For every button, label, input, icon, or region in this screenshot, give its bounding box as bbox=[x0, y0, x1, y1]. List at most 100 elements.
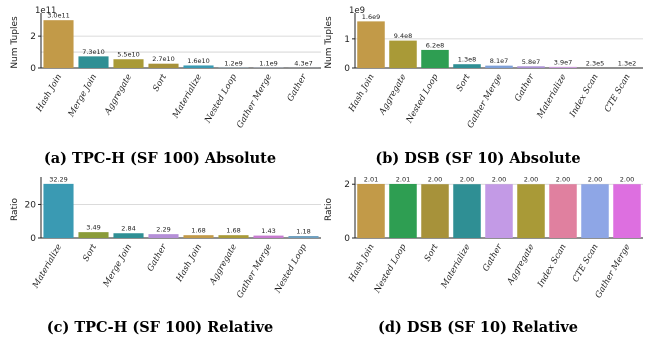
bar bbox=[549, 184, 577, 238]
category-label: Materialize bbox=[170, 73, 204, 121]
category-label: Gather Merge bbox=[235, 73, 274, 131]
data-label: 5.5e10 bbox=[117, 51, 140, 59]
y-axis-label: Ratio bbox=[324, 197, 334, 221]
y-tick-label: 0 bbox=[344, 234, 350, 244]
bar bbox=[183, 65, 214, 68]
panel-b: 0 1 1e9 Num Tuples 1.6e9 Hash Join 9.4e8 Aggreg… bbox=[324, 6, 643, 167]
panel-caption: (d) DSB (SF 10) Relative bbox=[378, 319, 578, 336]
y-tick-label: 1 bbox=[344, 35, 350, 45]
bar bbox=[357, 183, 385, 238]
data-label: 1.68 bbox=[226, 227, 240, 235]
category-label: Nested Loop bbox=[404, 72, 441, 126]
data-label: 2.29 bbox=[156, 226, 170, 234]
category-label: Aggregate bbox=[207, 243, 239, 288]
bar bbox=[148, 234, 179, 238]
category-label: Aggregate bbox=[505, 243, 537, 288]
data-label: 5.8e7 bbox=[522, 58, 540, 66]
category-label: Nested Loop bbox=[372, 242, 409, 296]
data-label: 1.6e10 bbox=[187, 57, 210, 65]
bar bbox=[389, 183, 417, 238]
category-label: Aggregate bbox=[102, 73, 134, 118]
category-label: Gather bbox=[481, 242, 505, 274]
bar bbox=[517, 66, 545, 68]
category-label: Hash Join bbox=[34, 73, 64, 115]
data-label: 1.3e2 bbox=[618, 59, 636, 67]
axis-multiplier: 1e9 bbox=[349, 6, 365, 16]
bar bbox=[148, 63, 179, 68]
y-axis-label: Num Tuples bbox=[10, 16, 20, 69]
bar bbox=[288, 236, 319, 238]
category-label: Hash Join bbox=[347, 243, 377, 285]
bar bbox=[218, 235, 249, 238]
category-label: Index Scan bbox=[567, 73, 600, 120]
bar bbox=[113, 59, 144, 68]
data-label: 1.1e9 bbox=[259, 59, 277, 67]
data-label: 7.3e10 bbox=[82, 48, 105, 56]
category-label: Gather bbox=[513, 72, 537, 104]
y-tick-label: 2 bbox=[344, 180, 350, 190]
bar bbox=[389, 40, 417, 68]
panel-a: 0 2 1e11 Num Tuples 3.0e11 Hash Join 7.3e10 Mer… bbox=[10, 6, 321, 167]
y-tick-label: 0 bbox=[344, 64, 350, 74]
bar bbox=[43, 183, 74, 238]
category-label: Nested Loop bbox=[273, 242, 310, 296]
y-axis-label: Ratio bbox=[10, 197, 20, 221]
y-tick-label: 0 bbox=[30, 234, 36, 244]
category-label: Gather bbox=[146, 242, 170, 274]
category-label: Gather Merge bbox=[594, 243, 633, 301]
bar bbox=[421, 49, 449, 68]
category-label: Aggregate bbox=[377, 73, 409, 118]
y-tick-label: 20 bbox=[25, 200, 37, 210]
category-label: Hash Join bbox=[174, 243, 204, 285]
data-label: 6.2e8 bbox=[426, 41, 444, 49]
bar bbox=[453, 184, 481, 238]
panel-c: 0 20 Ratio 32.29 Materialize 3.49 Sort 2.84 Merg… bbox=[10, 175, 321, 336]
category-label: Hash Join bbox=[347, 73, 377, 115]
data-label: 2.3e5 bbox=[586, 59, 604, 67]
bar bbox=[453, 64, 481, 68]
category-label: Index Scan bbox=[535, 243, 568, 290]
data-label: 2.00 bbox=[492, 176, 506, 184]
data-label: 8.1e7 bbox=[490, 57, 508, 65]
category-label: Sort bbox=[151, 72, 169, 93]
data-label: 2.00 bbox=[588, 176, 602, 184]
category-label: Nested Loop bbox=[203, 72, 240, 126]
y-tick-label: 0 bbox=[30, 64, 36, 74]
data-label: 3.0e11 bbox=[47, 12, 70, 20]
category-label: Gather Merge bbox=[466, 73, 505, 131]
data-label: 32.29 bbox=[49, 175, 68, 183]
bar bbox=[43, 20, 74, 68]
data-label: 2.84 bbox=[121, 225, 135, 233]
category-label: Materialize bbox=[30, 243, 64, 291]
data-label: 4.3e7 bbox=[294, 59, 312, 67]
bar bbox=[113, 233, 144, 238]
data-label: 2.01 bbox=[364, 175, 378, 183]
bar bbox=[581, 184, 609, 238]
data-label: 3.9e7 bbox=[554, 58, 572, 66]
data-label: 2.00 bbox=[524, 176, 538, 184]
category-label: Merge Join bbox=[101, 243, 134, 290]
data-label: 1.2e9 bbox=[224, 59, 242, 67]
bar bbox=[253, 235, 284, 238]
category-label: CTE Scan bbox=[603, 73, 633, 115]
data-label: 1.18 bbox=[296, 228, 310, 236]
bar bbox=[485, 184, 513, 238]
category-label: Gather bbox=[286, 72, 310, 104]
category-label: Sort bbox=[423, 242, 441, 263]
bar bbox=[485, 65, 513, 68]
category-label: CTE Scan bbox=[571, 243, 601, 285]
bar bbox=[549, 66, 577, 68]
data-label: 2.01 bbox=[396, 175, 410, 183]
panel-caption: (b) DSB (SF 10) Absolute bbox=[375, 150, 580, 167]
category-label: Sort bbox=[81, 242, 99, 263]
category-label: Sort bbox=[455, 72, 473, 93]
category-label: Gather Merge bbox=[235, 243, 274, 301]
y-tick-label: 2 bbox=[30, 32, 36, 42]
data-label: 2.7e10 bbox=[152, 55, 175, 63]
category-label: Merge Join bbox=[66, 73, 99, 120]
data-label: 2.00 bbox=[460, 176, 474, 184]
bar bbox=[78, 56, 109, 68]
bar bbox=[421, 184, 449, 238]
data-label: 2.00 bbox=[620, 176, 634, 184]
